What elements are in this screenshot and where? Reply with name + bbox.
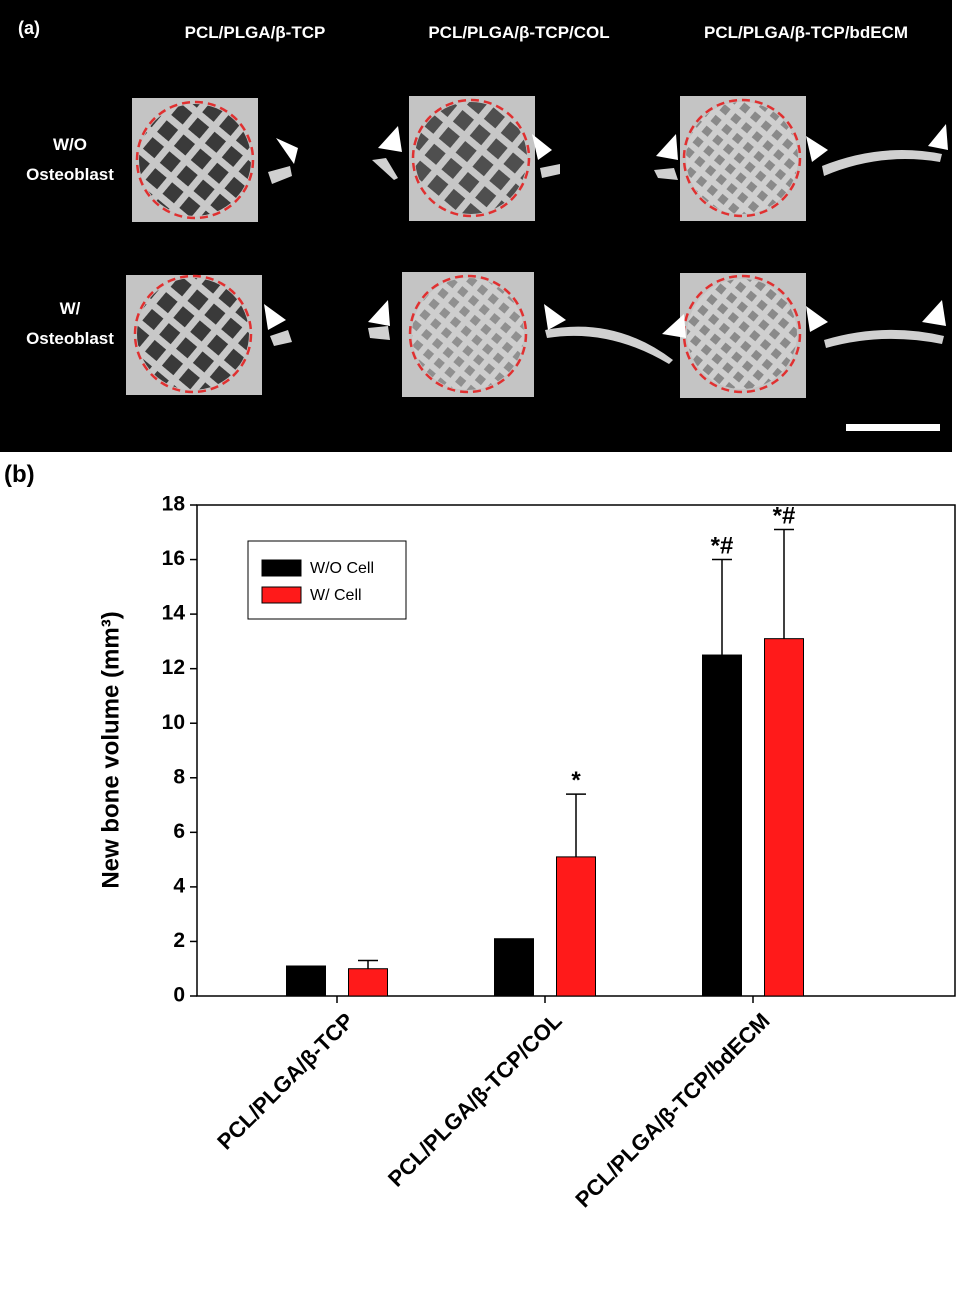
- arrowhead: [806, 136, 828, 162]
- region-circle: [682, 274, 802, 394]
- arrowhead: [276, 138, 298, 164]
- x-tick-label: PCL/PLGA/β-TCP/bdECM: [570, 1008, 774, 1212]
- region-circle: [682, 98, 802, 218]
- bar: [286, 965, 326, 997]
- bone-fragment: [654, 168, 678, 180]
- bone-fragment: [268, 166, 292, 184]
- micro-ct-images: [126, 96, 948, 431]
- region-circle: [133, 274, 253, 394]
- y-tick-label: 14: [162, 602, 186, 625]
- scaffold-mesh: [686, 102, 798, 214]
- scale-bar: [846, 424, 940, 431]
- y-tick-label: 8: [173, 765, 185, 788]
- legend-swatch: [261, 586, 302, 604]
- arrowhead: [532, 134, 552, 160]
- arrowhead: [656, 134, 678, 160]
- region-circle: [411, 98, 531, 218]
- scaffold-mesh: [412, 278, 524, 390]
- legend-label: W/O Cell: [310, 560, 374, 577]
- legend-swatch: [261, 559, 302, 577]
- y-tick-label: 6: [173, 820, 185, 843]
- region-circle: [135, 100, 255, 220]
- significance-label: *: [571, 767, 581, 794]
- x-tick-label: PCL/PLGA/β-TCP/COL: [383, 1008, 567, 1192]
- bar: [494, 938, 534, 997]
- arrowhead: [806, 306, 828, 332]
- bone-fragment: [270, 330, 292, 346]
- row-label: W/O: [53, 135, 87, 154]
- row-label: Osteoblast: [26, 165, 114, 184]
- bone-fragment: [368, 326, 390, 340]
- y-tick-label: 12: [162, 656, 185, 679]
- y-tick-label: 4: [173, 874, 185, 897]
- row-label: Osteoblast: [26, 329, 114, 348]
- column-header: PCL/PLGA/β-TCP/COL: [428, 23, 609, 42]
- bar: [764, 638, 804, 997]
- y-tick-label: 18: [162, 493, 186, 516]
- region-circle: [408, 274, 528, 394]
- y-tick-label: 16: [162, 547, 185, 570]
- y-axis-label: New bone volume (mm³): [97, 611, 124, 888]
- bone-fragment: [822, 150, 942, 176]
- y-tick-label: 0: [173, 984, 185, 1007]
- arrowhead: [662, 314, 686, 338]
- bar: [556, 856, 596, 997]
- bar: [348, 968, 388, 997]
- arrowhead: [922, 300, 946, 326]
- significance-label: *#: [773, 503, 796, 530]
- legend-label: W/ Cell: [310, 587, 362, 604]
- scaffold-mesh: [137, 278, 249, 390]
- arrowhead: [264, 304, 286, 330]
- panel-label: (b): [4, 461, 35, 488]
- bone-fragment: [372, 158, 398, 180]
- legend-box: [247, 540, 407, 620]
- column-header: PCL/PLGA/β-TCP: [185, 23, 326, 42]
- y-tick-label: 10: [162, 711, 185, 734]
- scaffold-mesh: [139, 104, 251, 216]
- panel-label: (a): [18, 18, 40, 38]
- bone-fragment: [824, 329, 944, 348]
- significance-label: *#: [711, 533, 734, 560]
- row-label: W/: [60, 299, 81, 318]
- bar: [702, 654, 742, 997]
- arrowhead: [544, 304, 566, 330]
- arrowhead: [928, 124, 948, 150]
- arrowhead: [368, 300, 390, 326]
- scaffold-mesh: [415, 102, 527, 214]
- column-header: PCL/PLGA/β-TCP/bdECM: [704, 23, 908, 42]
- y-tick-label: 2: [173, 929, 185, 952]
- x-tick-label: PCL/PLGA/β-TCP: [212, 1008, 358, 1154]
- bone-fragment: [545, 326, 673, 364]
- scaffold-mesh: [687, 279, 797, 389]
- arrowhead: [378, 126, 402, 152]
- bone-fragment: [540, 164, 560, 178]
